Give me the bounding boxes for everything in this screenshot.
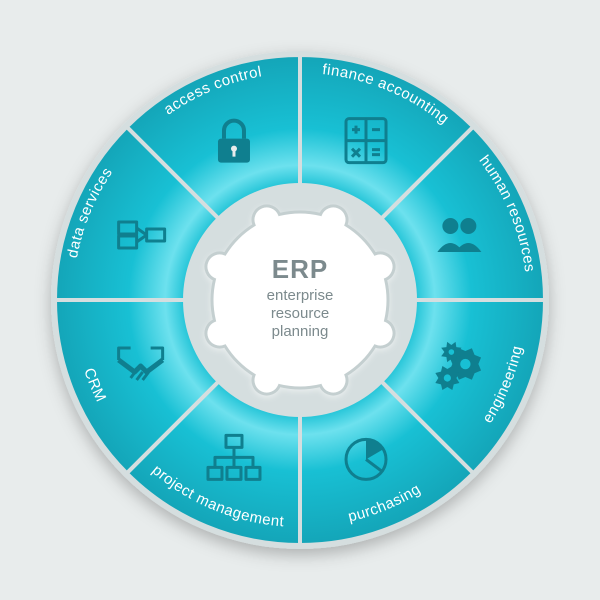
center-subtitle-line: resource: [271, 305, 329, 322]
erp-infographic: finance accountinghuman resourcesenginee…: [0, 0, 600, 600]
center-text: ERP enterpriseresourceplanning: [267, 254, 334, 340]
center-subtitle-line: enterprise: [267, 287, 334, 304]
center-title: ERP: [272, 254, 328, 284]
center-subtitle-line: planning: [272, 323, 329, 340]
